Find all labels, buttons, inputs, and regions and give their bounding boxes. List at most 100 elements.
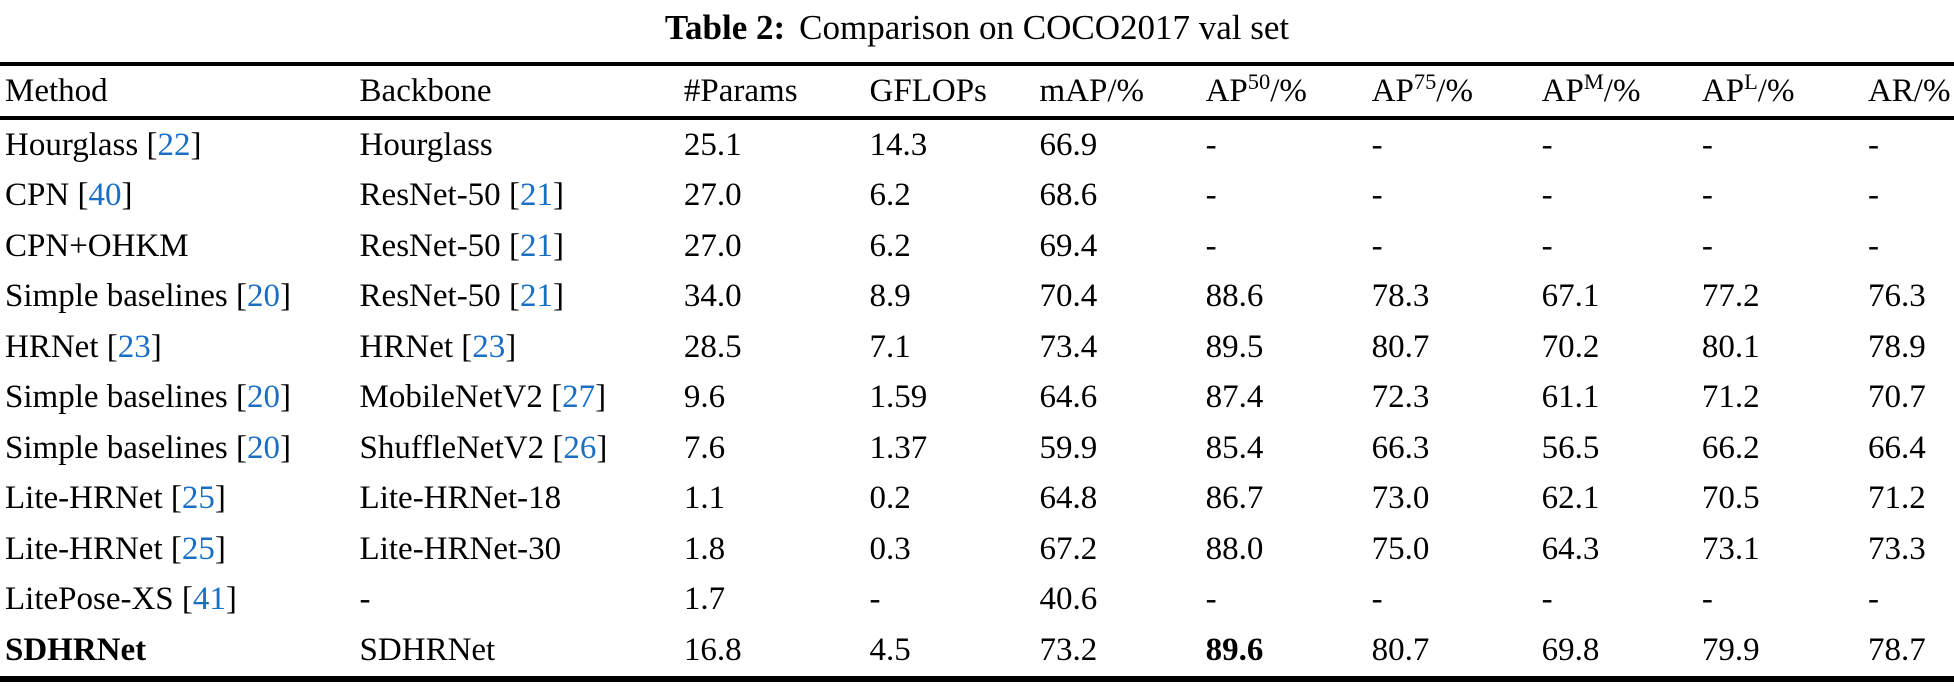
- citation-link[interactable]: 23: [117, 328, 151, 365]
- backbone-cell: ResNet-50 [21]: [359, 177, 564, 214]
- backbone-cell: ResNet-50 [21]: [359, 278, 564, 315]
- citation-link[interactable]: 25: [181, 480, 215, 517]
- table-row: CPN+OHKM ResNet-50 [21] 27.0 6.2 69.4 - - - - -: [0, 221, 1954, 272]
- value-cell: 14.3: [869, 126, 928, 163]
- value-cell: 25.1: [683, 126, 742, 163]
- value-cell: 73.3: [1867, 530, 1926, 567]
- method-cell: LitePose-XS [41]: [5, 581, 237, 618]
- value-cell: -: [1867, 227, 1879, 264]
- value-cell: 80.7: [1371, 328, 1430, 365]
- column-header-map: mAP/%: [1039, 64, 1206, 120]
- column-header-ap50: AP50/%: [1205, 64, 1372, 120]
- value-cell: 88.6: [1205, 278, 1264, 315]
- method-cell-label: CPN+OHKM: [5, 227, 189, 264]
- value-cell: 16.8: [683, 631, 742, 668]
- value-cell: -: [1701, 227, 1713, 264]
- backbone-cell-label: SDHRNet: [359, 631, 496, 668]
- value-cell: 66.4: [1867, 429, 1926, 466]
- table-row: Simple baselines [20] MobileNetV2 [27] 9.6…: [0, 373, 1954, 424]
- citation-link[interactable]: 20: [246, 278, 280, 315]
- value-cell: 80.7: [1371, 631, 1430, 668]
- value-cell: 28.5: [683, 328, 742, 365]
- value-cell: -: [1371, 126, 1383, 163]
- value-cell: -: [869, 581, 881, 618]
- value-cell: 67.1: [1541, 278, 1600, 315]
- value-cell: -: [1541, 227, 1553, 264]
- value-cell: 70.2: [1541, 328, 1600, 365]
- backbone-cell-label: ResNet-50: [359, 227, 501, 264]
- method-cell-label: LitePose-XS: [5, 581, 174, 618]
- value-cell: 1.7: [683, 581, 726, 618]
- table-row: LitePose-XS [41] - 1.7 - 40.6 - - - - -: [0, 575, 1954, 626]
- value-cell: 71.2: [1867, 480, 1926, 517]
- value-cell: 70.7: [1867, 379, 1926, 416]
- table-row: CPN [40] ResNet-50 [21] 27.0 6.2 68.6 - - - - -: [0, 171, 1954, 222]
- citation-link[interactable]: 21: [519, 177, 553, 214]
- value-cell: 72.3: [1371, 379, 1430, 416]
- value-cell: 73.4: [1039, 328, 1098, 365]
- value-cell: 78.7: [1867, 631, 1926, 668]
- table-row: Lite-HRNet [25] Lite-HRNet-18 1.1 0.2 64.8 86…: [0, 474, 1954, 525]
- value-cell: 1.37: [869, 429, 928, 466]
- method-cell-label: Simple baselines: [5, 379, 228, 416]
- backbone-cell-label: ResNet-50: [359, 177, 501, 214]
- citation-link[interactable]: 23: [472, 328, 506, 365]
- method-cell: Lite-HRNet [25]: [5, 530, 226, 567]
- method-cell: Simple baselines [20]: [5, 429, 291, 466]
- value-cell: 73.0: [1371, 480, 1430, 517]
- table-caption: Table 2: Comparison on COCO2017 val set: [0, 8, 1954, 48]
- column-header-apM: APM/%: [1541, 64, 1702, 120]
- value-cell: 71.2: [1701, 379, 1760, 416]
- citation-link[interactable]: 25: [181, 530, 215, 567]
- value-cell: 0.3: [869, 530, 911, 567]
- method-cell-label: Hourglass: [5, 126, 139, 163]
- citation-link[interactable]: 22: [157, 126, 191, 163]
- method-cell: Simple baselines [20]: [5, 379, 291, 416]
- value-cell: 0.2: [869, 480, 911, 517]
- value-cell: -: [1371, 227, 1383, 264]
- citation-link[interactable]: 20: [246, 379, 280, 416]
- column-header-params: #Params: [683, 64, 870, 120]
- value-cell: -: [1701, 126, 1713, 163]
- value-cell: 1.59: [869, 379, 928, 416]
- backbone-cell: MobileNetV2 [27]: [359, 379, 607, 416]
- value-cell: 64.6: [1039, 379, 1098, 416]
- value-cell: 77.2: [1701, 278, 1760, 315]
- value-cell: 64.3: [1541, 530, 1600, 567]
- value-cell: -: [1205, 177, 1217, 214]
- value-cell: 69.8: [1541, 631, 1600, 668]
- table-row: Hourglass [22] Hourglass 25.1 14.3 66.9- - - - -: [0, 118, 1954, 171]
- comparison-table: Method Backbone #Params GFLOPs mAP/% AP50/% AP…: [0, 62, 1954, 682]
- value-cell: -: [1205, 227, 1217, 264]
- value-cell: 6.2: [869, 177, 911, 214]
- method-cell-label: CPN: [5, 177, 70, 214]
- value-cell: 78.3: [1371, 278, 1430, 315]
- backbone-cell: ResNet-50 [21]: [359, 227, 564, 264]
- value-cell: 76.3: [1867, 278, 1926, 315]
- value-cell: 1.8: [683, 530, 726, 567]
- table-row: Lite-HRNet [25] Lite-HRNet-30 1.8 0.3 67.2 88…: [0, 524, 1954, 575]
- citation-link[interactable]: 27: [562, 379, 596, 416]
- method-cell-label: HRNet: [5, 328, 99, 365]
- value-cell: 69.4: [1039, 227, 1098, 264]
- citation-link[interactable]: 21: [519, 278, 553, 315]
- column-header-backbone: Backbone: [359, 64, 684, 120]
- method-cell: CPN+OHKM: [0, 221, 360, 272]
- value-cell: 7.6: [683, 429, 726, 466]
- method-cell: Lite-HRNet [25]: [5, 480, 226, 517]
- citation-link[interactable]: 26: [563, 429, 597, 466]
- citation-link[interactable]: 21: [519, 227, 553, 264]
- value-cell: 40.6: [1039, 581, 1098, 618]
- value-cell: 73.1: [1701, 530, 1760, 567]
- method-cell: HRNet [23]: [5, 328, 162, 365]
- value-cell: 79.9: [1701, 631, 1760, 668]
- citation-link[interactable]: 20: [246, 429, 280, 466]
- citation-link[interactable]: 41: [192, 581, 226, 618]
- column-header-method: Method: [0, 64, 360, 120]
- value-cell: -: [1867, 581, 1879, 618]
- method-cell-label: Simple baselines: [5, 429, 228, 466]
- backbone-cell: -: [360, 575, 684, 626]
- value-cell: 70.5: [1701, 480, 1760, 517]
- backbone-cell-label: HRNet: [359, 328, 454, 365]
- citation-link[interactable]: 40: [88, 177, 122, 214]
